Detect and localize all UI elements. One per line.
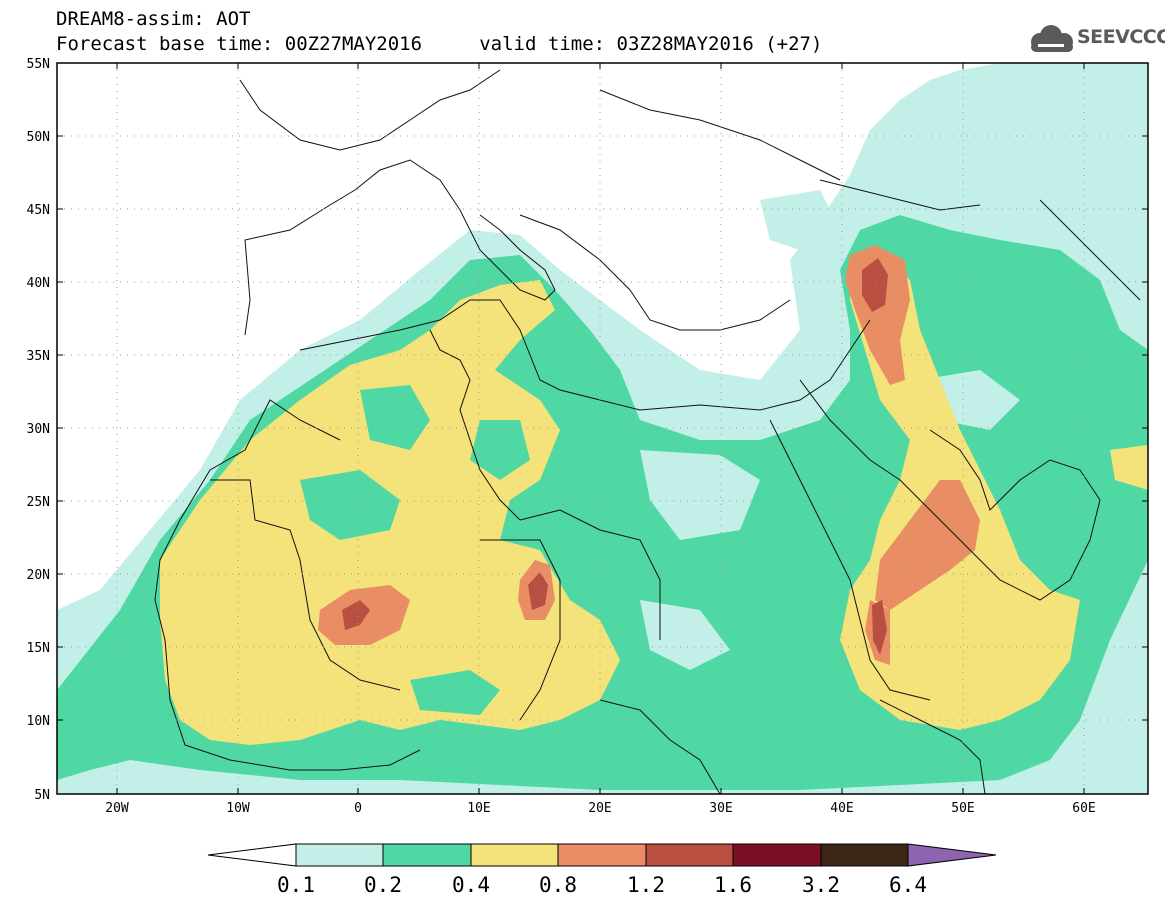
colorbar-label: 6.4 [889,873,927,897]
aot-contour-1.2 [342,600,370,630]
lon-label: 60E [1072,801,1095,816]
lon-label: 40E [830,801,853,816]
lon-label: 0 [354,801,362,816]
grid-lines [57,63,1148,794]
colorbar-label: 0.1 [277,873,315,897]
colorbar-swatch [557,843,647,867]
lat-label: 15N [27,641,50,656]
colorbar-label: 1.2 [627,873,665,897]
lon-label: 50E [951,801,974,816]
cloud-icon [1031,25,1073,52]
colorbar-label: 1.6 [714,873,752,897]
colorbar-swatch [820,843,909,867]
colorbar-label: 0.8 [539,873,577,897]
lat-label: 5N [34,788,50,803]
colorbar-swatch [645,843,734,867]
colorbar-swatch-below [207,843,297,867]
lat-label: 25N [27,495,50,510]
colorbar-label: 0.2 [364,873,402,897]
lat-label: 55N [27,57,50,72]
colorbar [207,843,997,867]
colorbar-label: 0.4 [452,873,490,897]
lon-label: 20W [105,801,129,816]
latitude-labels: 55N 50N 45N 40N 35N 30N 25N 20N 15N 10N … [27,57,50,803]
lat-label: 10N [27,714,50,729]
longitude-labels: 20W 10W 0 10E 20E 30E 40E 50E 60E [105,801,1095,816]
aot-field [57,63,1148,794]
colorbar-swatch [382,843,472,867]
colorbar-swatch [732,843,822,867]
colorbar-label: 3.2 [802,873,840,897]
chart-title: DREAM8-assim: AOT [56,8,251,30]
forecast-time-line: Forecast base time: 00Z27MAY2016 valid t… [56,33,823,55]
lat-label: 30N [27,422,50,437]
lat-label: 35N [27,349,50,364]
lon-label: 10E [467,801,490,816]
lon-label: 30E [709,801,732,816]
colorbar-labels: 0.1 0.2 0.4 0.8 1.2 1.6 3.2 6.4 [277,873,927,897]
lat-label: 40N [27,276,50,291]
lon-label: 10W [226,801,250,816]
colorbar-swatch [295,843,384,867]
coastlines [154,69,1141,794]
colorbar-swatch [470,843,559,867]
lat-label: 45N [27,203,50,218]
lon-label: 20E [588,801,611,816]
colorbar-swatch-above [907,843,997,867]
lat-label: 50N [27,130,50,145]
axis-ticks [57,62,1148,795]
seevccc-logo: SEEVCCC [1077,26,1165,48]
lat-label: 20N [27,568,50,583]
